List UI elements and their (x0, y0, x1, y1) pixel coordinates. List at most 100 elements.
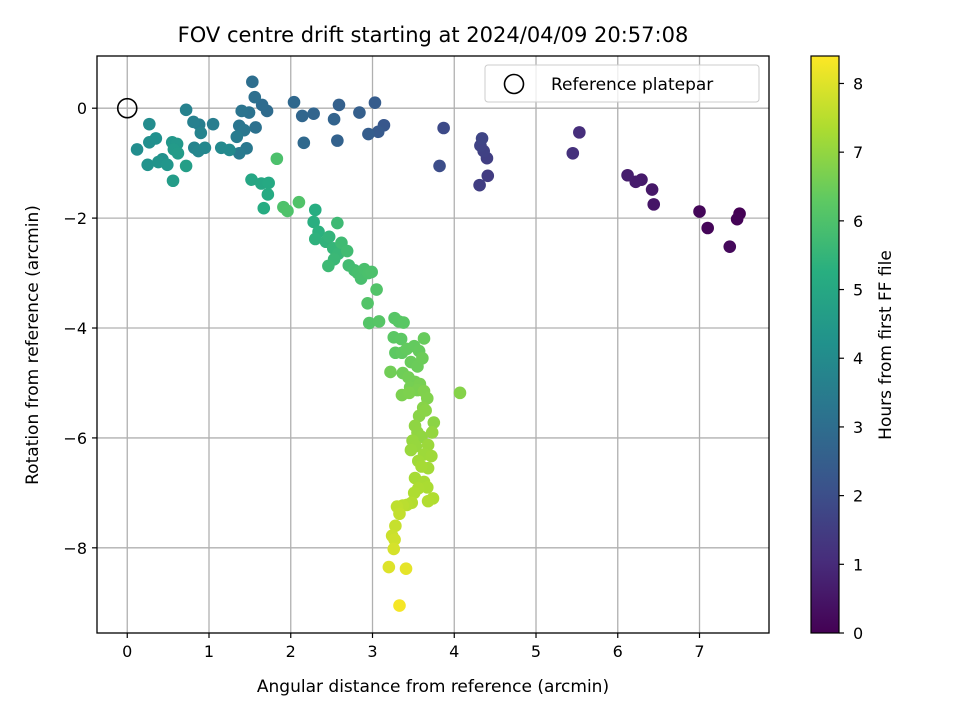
x-tick-label: 4 (449, 642, 459, 661)
data-point (308, 203, 322, 217)
data-point (415, 460, 428, 473)
data-point (437, 121, 450, 135)
y-tick-label: −8 (63, 539, 87, 558)
data-point (693, 205, 706, 218)
colorbar-tick-label: 0 (853, 624, 863, 643)
reference-platepar-marker (116, 97, 138, 119)
data-point (621, 168, 634, 182)
data-point (388, 533, 401, 546)
data-point (389, 519, 402, 533)
colorbar-gradient (811, 56, 839, 633)
data-point (394, 332, 408, 346)
colorbar-label: Hours from first FF file (876, 250, 896, 440)
data-point (353, 106, 366, 119)
colorbar-tick-label: 8 (853, 74, 863, 93)
grid (97, 56, 769, 633)
x-tick-label: 0 (122, 642, 132, 661)
data-point (143, 117, 156, 131)
data-point (179, 159, 193, 173)
data-point (194, 126, 208, 140)
data-point (481, 169, 495, 183)
data-point (362, 316, 376, 330)
data-point (281, 204, 294, 218)
data-point (166, 174, 180, 188)
data-point (248, 90, 262, 104)
data-point (331, 216, 344, 230)
data-point (327, 112, 341, 126)
x-tick-label: 7 (694, 642, 704, 661)
data-point (407, 486, 421, 500)
data-point (393, 507, 406, 521)
data-point (730, 212, 744, 226)
data-point (365, 265, 378, 279)
data-point (292, 195, 306, 209)
data-point (187, 115, 200, 129)
data-point (387, 542, 401, 556)
data-point (249, 121, 262, 134)
data-point (206, 117, 220, 131)
legend: Reference platepar (484, 64, 760, 103)
legend-entry-reference: Reference platepar (551, 75, 713, 95)
data-point (340, 244, 354, 258)
data-point (473, 178, 486, 192)
data-point (723, 240, 737, 253)
data-point (701, 221, 714, 235)
data-point (647, 198, 661, 211)
data-point (384, 365, 397, 379)
data-point (372, 315, 386, 328)
data-point (416, 351, 429, 365)
data-point (475, 132, 489, 145)
data-point (141, 158, 154, 172)
data-point (427, 416, 441, 429)
colorbar-tick-label: 5 (853, 281, 863, 300)
colorbar-tick-label: 3 (853, 418, 863, 437)
data-point (179, 103, 193, 117)
data-point (402, 386, 416, 400)
data-point (573, 126, 586, 139)
data-point (645, 183, 659, 196)
data-point (453, 386, 467, 400)
data-point (382, 560, 396, 574)
data-points (130, 75, 746, 612)
data-point (433, 159, 446, 173)
data-point (235, 104, 249, 118)
data-point (425, 426, 439, 439)
colorbar-tick-label: 6 (853, 212, 863, 231)
data-point (370, 283, 383, 296)
y-tick-label: 0 (77, 99, 87, 118)
data-point (421, 494, 435, 508)
data-point (404, 443, 418, 457)
colorbar-tick-label: 4 (853, 349, 863, 368)
chart-title: FOV centre drift starting at 2024/04/09 … (178, 23, 689, 47)
y-axis-ticks: 0 −2 −4 −6 −8 (63, 99, 97, 558)
data-point (361, 296, 374, 310)
colorbar-ticks: 0 1 2 3 4 5 6 7 8 (839, 74, 863, 643)
data-point (295, 109, 309, 123)
data-point (246, 75, 259, 89)
legend-box (484, 64, 760, 103)
data-point (257, 201, 271, 215)
data-point (261, 188, 275, 201)
data-point (171, 146, 185, 160)
data-point (368, 96, 382, 110)
y-axis-label: Rotation from reference (arcmin) (23, 205, 43, 485)
data-point (332, 98, 346, 112)
x-axis-ticks: 0 1 2 3 4 5 6 7 (122, 633, 705, 661)
data-point (322, 259, 335, 273)
data-point (130, 143, 144, 156)
data-point (161, 158, 174, 172)
data-point (223, 143, 236, 157)
data-point (198, 141, 212, 155)
data-point (399, 562, 413, 576)
data-point (262, 176, 275, 190)
data-point (230, 130, 244, 144)
x-tick-label: 2 (286, 642, 296, 661)
colorbar-tick-label: 7 (853, 143, 863, 162)
plot-frame (96, 55, 770, 634)
data-point (149, 132, 163, 145)
colorbar: 0 1 2 3 4 5 6 7 8 Hours from first FF file (810, 55, 896, 643)
data-point (308, 232, 322, 246)
data-point (270, 152, 284, 166)
